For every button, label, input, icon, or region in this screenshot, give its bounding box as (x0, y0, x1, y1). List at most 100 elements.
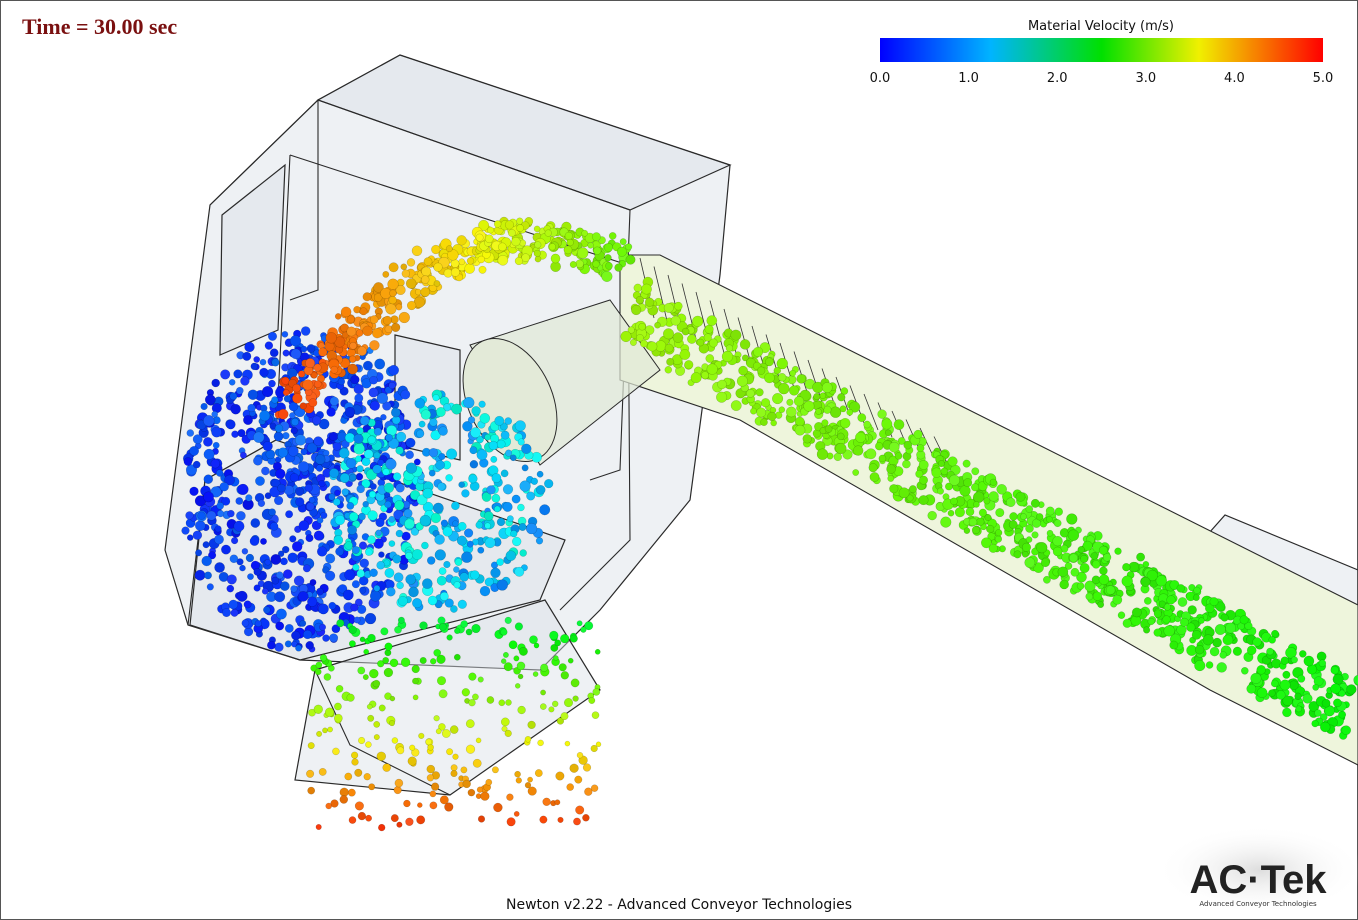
particle (385, 459, 396, 470)
particle (948, 457, 958, 467)
particle (334, 536, 343, 545)
particle (484, 511, 493, 520)
particle (499, 700, 505, 706)
particle (389, 540, 395, 546)
particle (430, 791, 436, 797)
particle (389, 720, 395, 726)
particle (486, 779, 492, 785)
particle (1291, 656, 1298, 663)
particle (621, 331, 632, 342)
particle (354, 306, 361, 313)
particle (515, 623, 523, 631)
particle (976, 518, 984, 526)
viewport: Time = 30.00 sec Material Velocity (m/s)… (0, 0, 1358, 920)
particle (505, 699, 511, 705)
particle (203, 492, 213, 502)
particle (280, 581, 289, 590)
particle (1193, 594, 1199, 600)
particle (571, 679, 579, 687)
particle (291, 586, 298, 593)
particle (427, 774, 434, 781)
particle (498, 243, 506, 251)
particle (370, 483, 376, 489)
particle (684, 360, 693, 369)
particle (467, 541, 473, 547)
particle (1026, 537, 1032, 543)
particle (510, 530, 517, 537)
particle (306, 502, 314, 510)
particle (316, 588, 323, 595)
particle (283, 389, 289, 395)
particle (1322, 699, 1330, 707)
particle (797, 374, 806, 383)
particle (291, 418, 298, 425)
particle (320, 512, 327, 519)
particle (539, 505, 550, 516)
particle (505, 617, 512, 624)
particle (276, 609, 286, 619)
particle (647, 342, 657, 352)
particle (272, 577, 279, 584)
particle (316, 662, 322, 668)
particle (919, 476, 927, 484)
particle (353, 564, 360, 571)
particle (285, 624, 293, 632)
particle (406, 574, 416, 584)
particle (247, 573, 253, 579)
particle (1312, 720, 1319, 727)
particle (305, 484, 313, 492)
particle (671, 316, 681, 326)
particle (388, 279, 399, 290)
particle (555, 800, 560, 805)
particle (737, 376, 748, 387)
particle (383, 764, 391, 772)
particle (1247, 646, 1256, 655)
particle (412, 665, 420, 673)
particle (349, 817, 356, 824)
particle (434, 280, 440, 286)
particle (997, 484, 1007, 494)
particle (234, 370, 243, 379)
particle (385, 643, 393, 651)
particle (356, 427, 363, 434)
particle (401, 390, 410, 399)
particle (461, 552, 472, 563)
particle (879, 455, 886, 462)
particle (275, 424, 283, 432)
particle (360, 559, 369, 568)
particle (267, 641, 275, 649)
particle (889, 442, 899, 452)
particle (1315, 710, 1322, 717)
particle (393, 473, 401, 481)
particle (469, 699, 476, 706)
particle (864, 421, 871, 428)
particle (320, 654, 327, 661)
particle (441, 520, 448, 527)
particle (451, 404, 461, 414)
particle (553, 655, 558, 660)
particle (347, 316, 355, 324)
particle (466, 720, 474, 728)
particle (231, 537, 238, 544)
particle (543, 798, 551, 806)
particle (358, 737, 365, 744)
particle (778, 383, 789, 394)
particle (451, 268, 460, 277)
particle (265, 342, 273, 350)
particle (592, 232, 600, 240)
particle (433, 394, 440, 401)
particle (360, 416, 369, 425)
particle (477, 450, 488, 461)
particle (1066, 514, 1077, 525)
particle (1203, 635, 1214, 646)
particle (514, 811, 519, 816)
particle (364, 773, 371, 780)
particle (193, 461, 200, 468)
particle (245, 495, 252, 502)
particle (521, 444, 531, 454)
particle (358, 667, 365, 674)
particle (437, 576, 446, 585)
particle (985, 514, 991, 520)
particle (314, 381, 321, 388)
particle (254, 585, 261, 592)
